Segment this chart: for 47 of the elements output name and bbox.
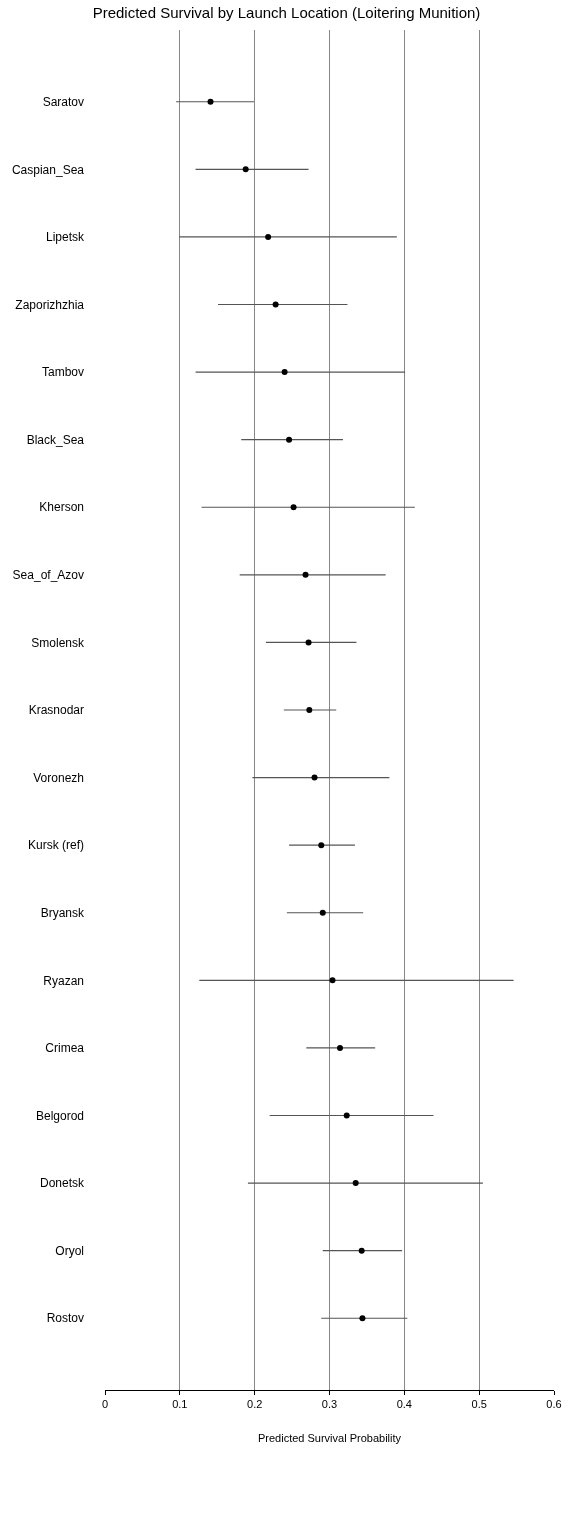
point [343,1112,350,1119]
point [311,774,318,781]
point [302,571,309,578]
point [290,504,297,511]
y-tick-label: Oryol [55,1243,84,1258]
y-tick-label: Rostov [46,1311,84,1326]
y-tick-label: Bryansk [40,905,85,920]
y-tick-label: Voronezh [33,770,84,785]
y-tick-label: Kherson [39,500,84,515]
point [358,1247,365,1254]
x-tick-label: 0.1 [172,1398,188,1411]
x-tick-label: 0.4 [396,1398,412,1411]
y-tick-label: Smolensk [31,635,85,650]
y-tick-label: Lipetsk [45,230,85,245]
y-tick-label: Saratov [42,94,84,109]
y-tick-label: Belgorod [35,1108,84,1123]
y-tick-label: Krasnodar [28,703,84,718]
point [352,1180,359,1187]
point [272,301,279,308]
y-tick-label: Kursk (ref) [27,838,84,853]
y-tick-label: Ryazan [43,973,84,988]
point [319,909,326,916]
point [286,436,293,443]
point [306,707,313,713]
point [359,1315,366,1322]
y-tick-label: Zaporizhzhia [15,297,85,312]
y-tick-label: Black_Sea [26,432,85,447]
point [318,842,325,849]
point [336,1044,343,1051]
x-tick-label: 0.3 [321,1398,338,1411]
chart-title: Predicted Survival by Launch Location (Loitering Munition) [92,4,481,22]
y-tick-label: Sea_of_Azov [12,568,84,583]
point [207,98,214,105]
y-tick-label: Donetsk [39,1176,85,1191]
x-axis-title: Predicted Survival Probability [257,1432,402,1445]
point [305,639,312,646]
point [265,233,272,240]
point [281,369,288,376]
x-tick-label: 0.2 [247,1398,263,1411]
y-tick-label: Tambov [41,365,84,380]
y-tick-label: Caspian_Sea [11,162,85,177]
x-tick-label: 0.5 [471,1398,487,1411]
x-tick-label: 0.6 [546,1398,562,1411]
point [329,977,336,984]
point [242,166,249,173]
y-tick-label: Crimea [45,1041,85,1056]
x-tick-label: 0 [101,1398,109,1411]
